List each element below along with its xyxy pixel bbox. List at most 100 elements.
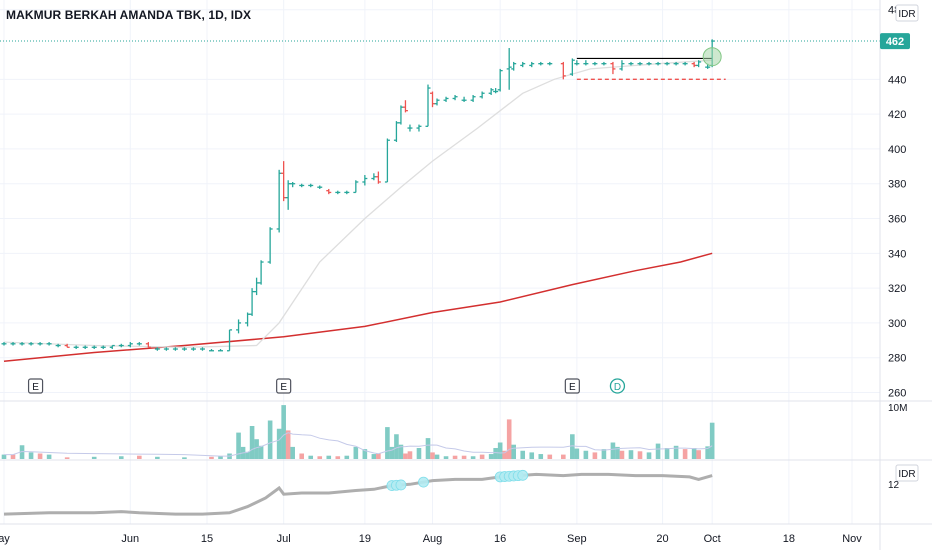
time-tick-label: 19 — [359, 533, 371, 545]
volume-bar — [506, 419, 512, 459]
ohlc-bar — [488, 88, 494, 95]
price-tick-label: 340 — [888, 248, 906, 260]
ohlc-bar — [326, 188, 332, 195]
ohlc-bar — [497, 68, 503, 92]
ma-short-line — [3, 59, 713, 348]
volume-bar — [403, 453, 408, 459]
volume-bar — [615, 446, 620, 459]
ohlc-bar — [601, 61, 607, 66]
volume-bar — [362, 449, 368, 459]
earnings-marker[interactable]: E — [564, 378, 580, 394]
dividend-marker[interactable]: D — [609, 378, 626, 394]
ohlc-bar — [569, 58, 575, 76]
volume-bar — [705, 446, 710, 459]
ohlc-bar — [154, 347, 160, 351]
volume-bar — [520, 450, 526, 459]
ohlc-bar — [691, 61, 697, 68]
volume-bar — [592, 452, 598, 459]
ohlc-bar — [375, 171, 381, 184]
ohlc-bar — [529, 61, 535, 68]
earnings-marker-label: E — [32, 382, 39, 393]
ohlc-bar — [100, 345, 106, 350]
volume-bar — [497, 442, 503, 459]
ohlc-bar — [664, 61, 670, 66]
time-tick-label: Jul — [277, 533, 291, 545]
volume-bars — [1, 405, 715, 459]
dividend-marker-circle — [609, 378, 626, 394]
ohlc-bar — [452, 94, 458, 101]
ohlc-bar — [245, 312, 251, 327]
last-price-value: 462 — [886, 36, 904, 48]
volume-bar — [335, 456, 341, 459]
earnings-marker-box — [27, 378, 44, 394]
dividend-marker-label: D — [614, 382, 621, 393]
volume-bar — [308, 455, 314, 459]
ohlc-bar — [64, 343, 70, 348]
last-price-line — [0, 40, 880, 67]
volume-bar — [254, 439, 259, 459]
ohlc-bar — [73, 345, 79, 350]
volume-bar — [389, 446, 395, 459]
ohlc-bar — [362, 175, 368, 186]
volume-scale-label: 10M — [888, 403, 907, 414]
ohlc-bar — [696, 60, 702, 68]
volume-bar — [267, 420, 273, 459]
indicator-highlight-dot — [517, 469, 529, 481]
ohlc-bar — [461, 96, 467, 102]
volume-bar — [628, 450, 634, 459]
ma-long-line — [3, 252, 713, 362]
ohlc-bar — [281, 161, 287, 202]
ohlc-bar — [628, 61, 634, 66]
indicator-currency-badge[interactable]: IDR — [895, 464, 919, 482]
price-currency-badge[interactable]: IDR — [895, 4, 919, 22]
ohlc-bar — [28, 342, 34, 346]
ohlc-bar — [82, 345, 88, 350]
ohlc-bar — [547, 61, 553, 66]
time-tick-label: ay — [0, 533, 10, 545]
ohlc-bar — [592, 61, 598, 66]
ohlc-bar — [344, 190, 350, 195]
time-tick-label: 16 — [494, 533, 506, 545]
ohlc-bar — [218, 349, 224, 352]
ohlc-bars — [1, 39, 715, 352]
volume-bar — [91, 456, 97, 459]
indicator-currency-label: IDR — [898, 469, 915, 480]
volume-bar — [547, 454, 553, 459]
volume-bar — [285, 430, 291, 459]
time-axis[interactable]: ay Jun 15 Jul 19 Aug 16 Sep 20 Oct 18 Nov — [0, 533, 862, 545]
ohlc-bar — [254, 277, 260, 296]
last-price-tag: 462 — [880, 33, 910, 50]
ohlc-bar — [416, 124, 422, 132]
price-tick-label: 360 — [888, 214, 906, 226]
chart-title[interactable]: MAKMUR BERKAH AMANDA TBK, 1D, IDX — [6, 8, 251, 22]
volume-bar — [479, 454, 485, 459]
ohlc-bar — [19, 342, 25, 346]
volume-bar — [430, 452, 435, 459]
price-currency-label: IDR — [898, 9, 915, 20]
volume-bar — [493, 448, 498, 459]
ohlc-bar — [46, 342, 52, 346]
ohlc-bar — [199, 347, 205, 351]
volume-bar — [461, 455, 467, 459]
indicator-line — [3, 472, 713, 516]
volume-bar — [637, 451, 643, 459]
volume-bar — [407, 451, 413, 459]
volume-bar — [290, 446, 295, 459]
ohlc-bar — [136, 342, 142, 346]
earnings-marker[interactable]: E — [27, 378, 44, 394]
ohlc-bar — [637, 61, 643, 66]
volume-bar — [502, 450, 507, 459]
ohlc-bar — [335, 190, 341, 195]
earnings-marker[interactable]: E — [276, 378, 292, 394]
price-axis[interactable]: 480440420400380360340320300280260 — [888, 5, 906, 400]
volume-bar — [488, 454, 494, 459]
volume-bar — [394, 434, 399, 459]
ohlc-bar — [479, 91, 485, 99]
ohlc-bar — [258, 260, 264, 285]
ohlc-bar — [398, 105, 404, 125]
ohlc-bar — [249, 288, 255, 316]
volume-bar — [371, 454, 377, 459]
